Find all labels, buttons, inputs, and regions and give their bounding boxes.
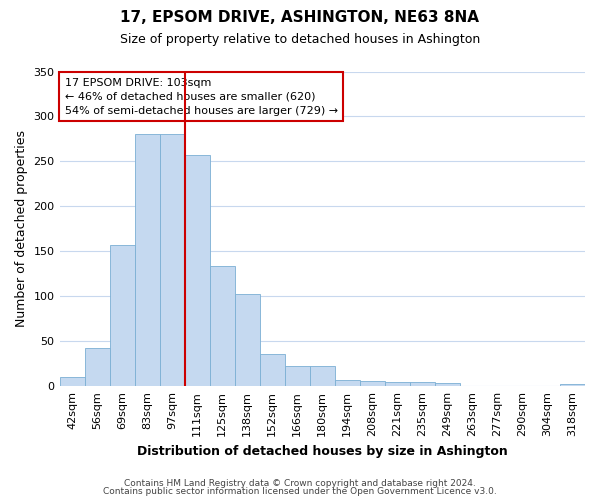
Text: Contains public sector information licensed under the Open Government Licence v3: Contains public sector information licen… <box>103 487 497 496</box>
Bar <box>160 134 185 386</box>
Bar <box>85 348 110 386</box>
Text: 17 EPSOM DRIVE: 103sqm
← 46% of detached houses are smaller (620)
54% of semi-de: 17 EPSOM DRIVE: 103sqm ← 46% of detached… <box>65 78 338 116</box>
Bar <box>560 384 585 386</box>
X-axis label: Distribution of detached houses by size in Ashington: Distribution of detached houses by size … <box>137 444 508 458</box>
Bar <box>59 377 85 386</box>
Bar <box>435 382 460 386</box>
Bar <box>209 266 235 386</box>
Bar <box>285 366 310 386</box>
Bar <box>360 381 385 386</box>
Text: Size of property relative to detached houses in Ashington: Size of property relative to detached ho… <box>120 32 480 46</box>
Bar <box>235 294 260 386</box>
Text: 17, EPSOM DRIVE, ASHINGTON, NE63 8NA: 17, EPSOM DRIVE, ASHINGTON, NE63 8NA <box>121 10 479 25</box>
Bar <box>335 380 360 386</box>
Text: Contains HM Land Registry data © Crown copyright and database right 2024.: Contains HM Land Registry data © Crown c… <box>124 478 476 488</box>
Y-axis label: Number of detached properties: Number of detached properties <box>15 130 28 328</box>
Bar <box>410 382 435 386</box>
Bar <box>134 134 160 386</box>
Bar <box>110 245 134 386</box>
Bar <box>185 155 209 386</box>
Bar <box>310 366 335 386</box>
Bar <box>260 354 285 386</box>
Bar <box>385 382 410 386</box>
